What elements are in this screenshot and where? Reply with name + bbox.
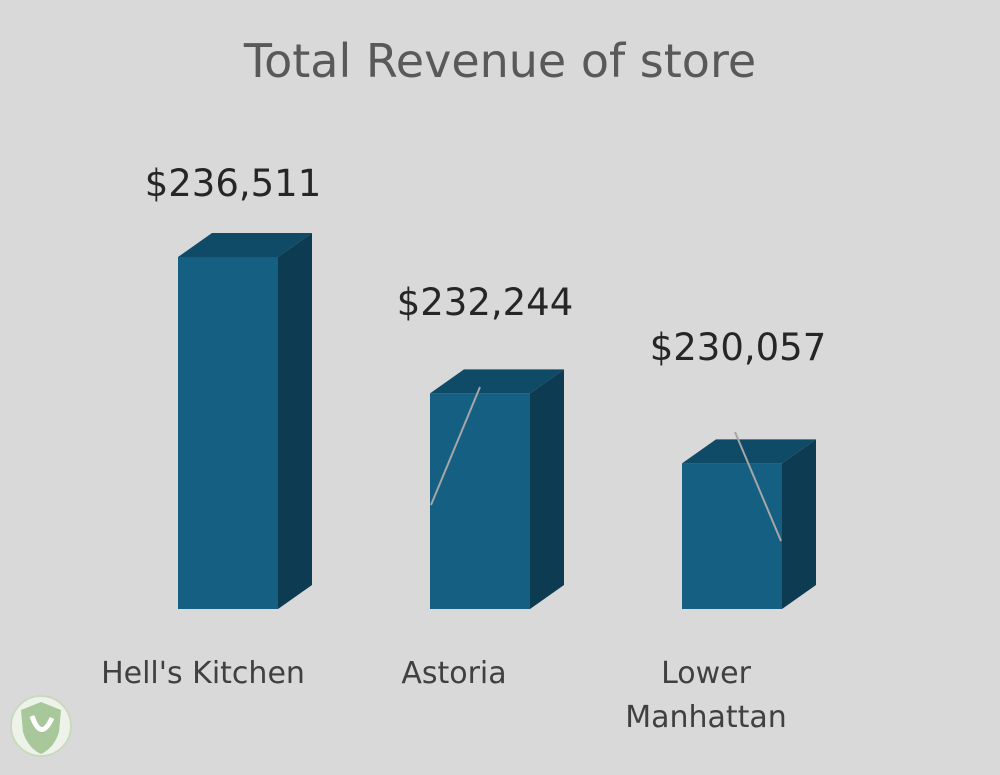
leader-line (430, 386, 481, 506)
leader-line (734, 431, 782, 542)
bar-top (430, 369, 564, 394)
bar-top (178, 233, 312, 257)
category-label: Lower Manhattan (625, 656, 787, 735)
data-label: $232,244 (396, 281, 574, 324)
chart-title: Total Revenue of store (243, 34, 757, 88)
shield-leaf-icon (6, 692, 76, 772)
bar (178, 257, 278, 609)
bar-side (278, 233, 312, 609)
bar (682, 463, 782, 609)
data-label: $230,057 (649, 326, 827, 369)
category-label: Astoria (401, 656, 507, 691)
category-label: Hell's Kitchen (101, 656, 305, 691)
data-label: $236,511 (144, 162, 322, 205)
bar-side (530, 369, 564, 609)
bar-side (782, 439, 816, 609)
bar (430, 393, 530, 609)
bar-top (682, 439, 816, 464)
